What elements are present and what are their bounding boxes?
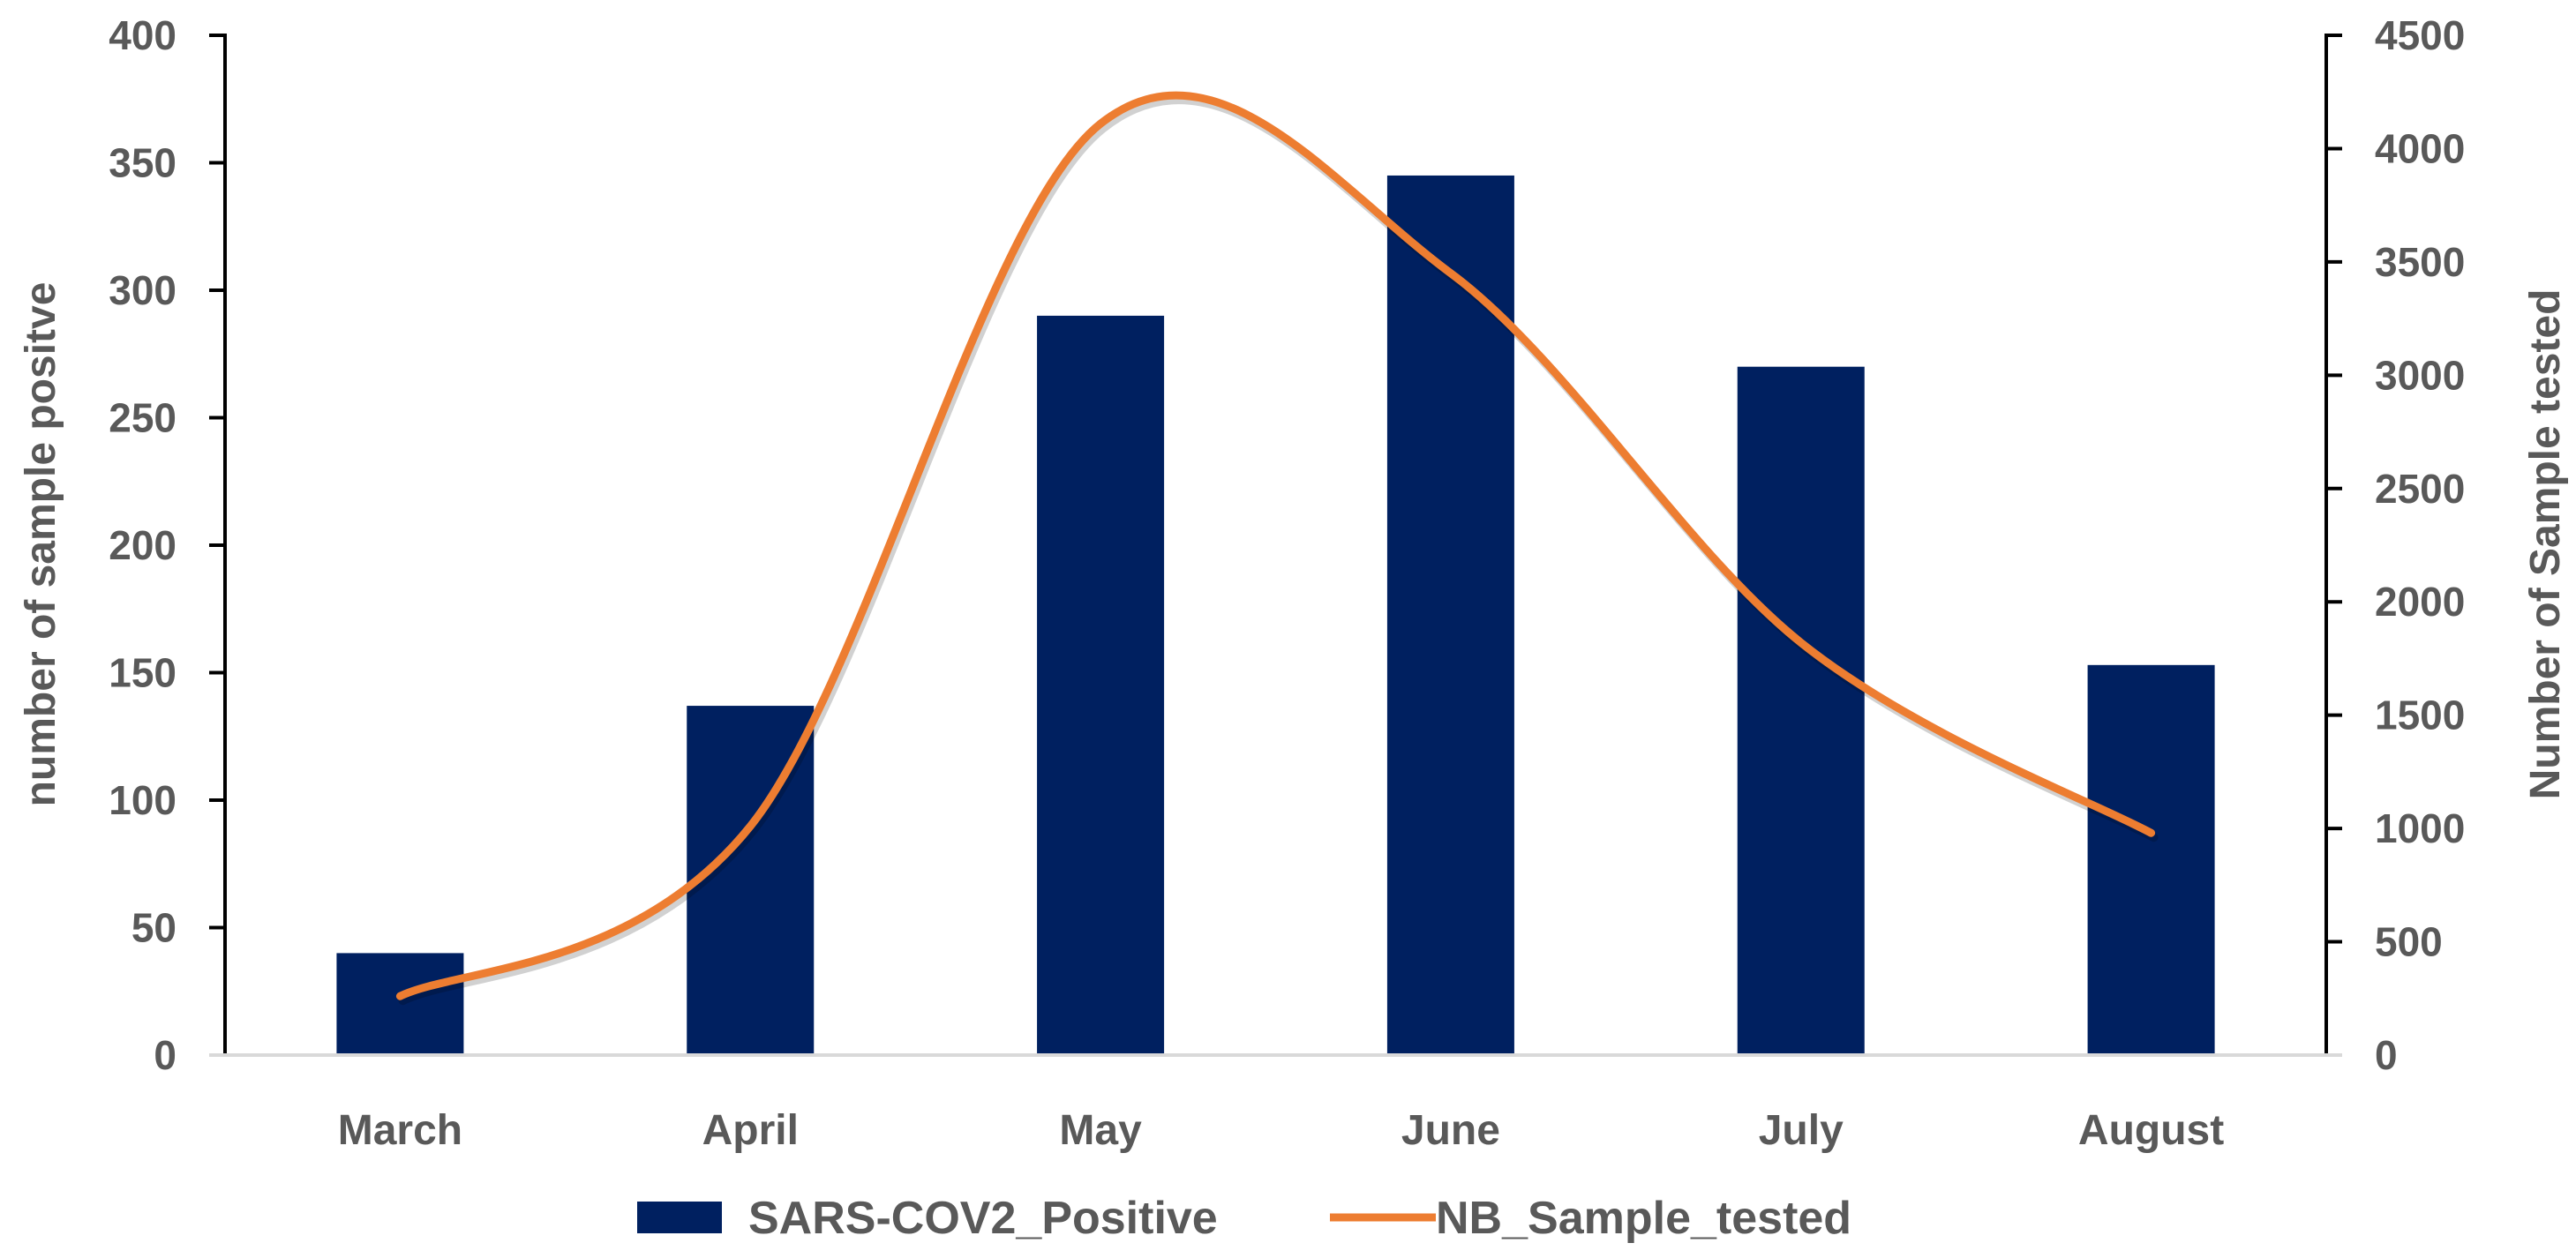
x-tick-label: June — [1401, 1107, 1500, 1154]
x-tick-label: August — [2078, 1107, 2224, 1154]
left-axis-title: number of sample positve — [18, 282, 64, 807]
legend: SARS-COV2_Positive NB_Sample_tested — [637, 1193, 1851, 1244]
left-tick-label: 100 — [109, 777, 176, 823]
line-series — [395, 91, 2159, 1006]
x-axis: March April May June July August — [338, 1107, 2225, 1154]
right-tick-label: 4000 — [2375, 125, 2465, 171]
legend-label-positive: SARS-COV2_Positive — [748, 1193, 1218, 1244]
left-tick-label: 200 — [109, 522, 176, 568]
line-shadow — [398, 95, 2159, 1006]
x-tick-label: May — [1059, 1107, 1142, 1154]
left-tick-label: 400 — [109, 12, 176, 58]
right-y-axis: 0 500 1000 1500 2000 2500 3000 3500 4000 4500 — [2326, 12, 2465, 1078]
right-tick-label: 0 — [2375, 1032, 2398, 1078]
line-nb-sample-tested — [395, 91, 2156, 1000]
right-tick-label: 4500 — [2375, 12, 2465, 58]
legend-label-tested: NB_Sample_tested — [1436, 1193, 1851, 1244]
left-tick-label: 300 — [109, 267, 176, 313]
bar-august — [2087, 664, 2215, 1055]
x-tick-label: March — [338, 1107, 462, 1154]
right-tick-label: 3000 — [2375, 352, 2465, 398]
right-axis-title: Number of Sample tested — [2522, 289, 2569, 800]
left-tick-label: 0 — [154, 1032, 176, 1078]
right-tick-label: 1000 — [2375, 805, 2465, 851]
x-tick-label: April — [702, 1107, 799, 1154]
left-tick-label: 350 — [109, 140, 176, 186]
x-tick-label: July — [1759, 1107, 1844, 1154]
right-tick-label: 500 — [2375, 919, 2443, 965]
right-tick-label: 3500 — [2375, 239, 2465, 285]
bar-march — [336, 953, 464, 1055]
left-tick-label: 250 — [109, 395, 176, 441]
bar-june — [1386, 175, 1514, 1055]
right-tick-label: 2500 — [2375, 466, 2465, 512]
left-tick-label: 150 — [109, 650, 176, 696]
legend-swatch-bar — [637, 1202, 722, 1233]
bar-july — [1737, 366, 1865, 1055]
left-y-axis: 0 50 100 150 200 250 300 350 400 — [109, 12, 225, 1078]
bar-series — [336, 175, 2215, 1055]
left-tick-label: 50 — [131, 905, 176, 951]
right-tick-label: 1500 — [2375, 693, 2465, 738]
bar-may — [1037, 315, 1165, 1055]
right-tick-label: 2000 — [2375, 579, 2465, 625]
